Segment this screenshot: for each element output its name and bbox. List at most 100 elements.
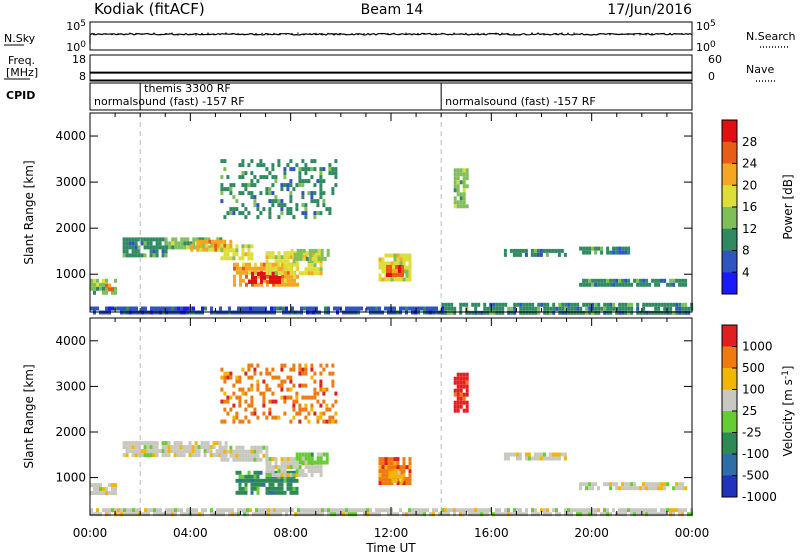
range-cell bbox=[244, 371, 248, 376]
range-cell bbox=[465, 408, 469, 413]
range-cell bbox=[633, 508, 636, 513]
range-cell bbox=[244, 415, 248, 420]
nsearch-point bbox=[435, 33, 437, 35]
range-cell bbox=[552, 306, 556, 311]
range-cell bbox=[503, 456, 507, 461]
range-cell bbox=[180, 508, 183, 513]
range-cell bbox=[280, 473, 284, 478]
range-cell bbox=[241, 387, 245, 392]
range-cell bbox=[220, 248, 224, 253]
range-cell bbox=[331, 379, 335, 384]
nsearch-point bbox=[651, 33, 653, 35]
range-cell bbox=[242, 262, 245, 267]
range-cell bbox=[334, 167, 338, 172]
range-cell bbox=[552, 302, 556, 307]
range-cell bbox=[182, 453, 186, 458]
range-cell bbox=[525, 302, 529, 307]
range-cell bbox=[378, 473, 382, 478]
range-cell bbox=[456, 204, 460, 209]
range-cell bbox=[310, 271, 314, 276]
range-cell bbox=[156, 306, 159, 311]
range-cell bbox=[334, 391, 338, 396]
range-cell bbox=[251, 279, 254, 284]
range-cell bbox=[270, 306, 273, 311]
range-cell bbox=[378, 477, 382, 482]
range-cell bbox=[360, 508, 363, 513]
range-cell bbox=[99, 286, 102, 291]
range-cell bbox=[210, 508, 213, 513]
range-cell bbox=[660, 482, 664, 487]
range-cell bbox=[235, 411, 239, 416]
range-cell bbox=[642, 306, 646, 311]
range-cell bbox=[408, 265, 412, 270]
range-cell bbox=[168, 241, 172, 246]
range-cell bbox=[320, 248, 324, 253]
range-cell bbox=[405, 265, 409, 270]
range-cell bbox=[486, 306, 490, 311]
range-cell bbox=[591, 282, 595, 287]
range-cell bbox=[618, 302, 622, 307]
nsearch-point bbox=[249, 33, 251, 35]
range-cell bbox=[93, 483, 96, 488]
range-cell bbox=[681, 282, 685, 287]
range-cell bbox=[390, 481, 394, 486]
range-cell bbox=[223, 449, 227, 454]
range-cell bbox=[132, 512, 135, 517]
range-cell bbox=[681, 508, 684, 513]
range-cell bbox=[137, 245, 141, 250]
range-cell bbox=[177, 508, 180, 513]
range-cell bbox=[143, 245, 147, 250]
range-cell bbox=[543, 306, 547, 311]
range-cell bbox=[125, 245, 129, 250]
range-cell bbox=[247, 453, 251, 458]
range-cell bbox=[295, 203, 299, 208]
range-cell bbox=[280, 203, 284, 208]
range-cell bbox=[516, 508, 519, 513]
range-cell bbox=[316, 465, 320, 470]
range-cell bbox=[579, 512, 582, 517]
range-cell bbox=[624, 246, 628, 251]
range-cell bbox=[453, 200, 457, 205]
range-cell bbox=[579, 482, 583, 487]
range-cell bbox=[152, 237, 156, 242]
range-cell bbox=[405, 481, 409, 486]
range-cell bbox=[420, 512, 423, 517]
range-cell bbox=[250, 482, 254, 487]
range-cell bbox=[375, 306, 378, 311]
range-cell bbox=[253, 482, 257, 487]
range-cell bbox=[459, 508, 462, 513]
range-cell bbox=[259, 371, 263, 376]
range-cell bbox=[223, 379, 227, 384]
range-cell bbox=[381, 481, 385, 486]
range-cell bbox=[316, 391, 320, 396]
range-cell bbox=[190, 247, 194, 252]
range-cell bbox=[217, 243, 221, 248]
range-cell bbox=[289, 263, 293, 268]
range-cell bbox=[262, 399, 266, 404]
range-cell bbox=[384, 481, 388, 486]
range-cell bbox=[594, 278, 598, 283]
range-cell bbox=[298, 179, 302, 184]
range-cell bbox=[233, 266, 236, 271]
range-cell bbox=[102, 508, 105, 513]
range-cell bbox=[220, 183, 224, 188]
range-cell bbox=[387, 512, 390, 517]
range-cell bbox=[456, 392, 460, 397]
range-cell bbox=[238, 256, 242, 261]
range-cell bbox=[426, 508, 429, 513]
range-cell bbox=[459, 376, 463, 381]
range-cell bbox=[465, 168, 469, 173]
range-cell bbox=[316, 267, 320, 272]
range-cell bbox=[233, 278, 236, 283]
range-cell bbox=[331, 383, 335, 388]
range-cell bbox=[134, 253, 138, 258]
range-cell bbox=[319, 469, 323, 474]
range-cell bbox=[268, 187, 272, 192]
range-cell bbox=[558, 512, 561, 517]
range-cell bbox=[324, 508, 327, 513]
range-cell bbox=[291, 306, 294, 311]
range-cell bbox=[173, 453, 177, 458]
range-cell bbox=[322, 199, 326, 204]
range-cell bbox=[381, 461, 385, 466]
range-cell bbox=[195, 508, 198, 513]
